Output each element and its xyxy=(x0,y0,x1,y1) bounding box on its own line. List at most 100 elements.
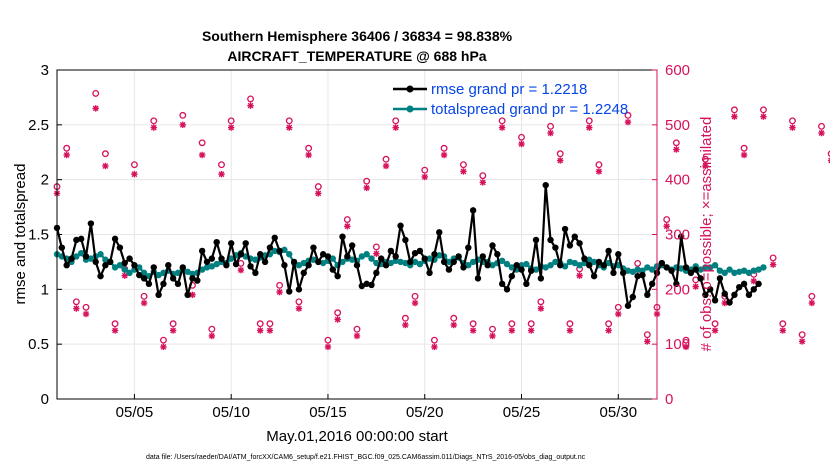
spread-point xyxy=(208,263,216,270)
rmse-point xyxy=(465,244,472,251)
rmse-point xyxy=(479,253,487,260)
spread-point xyxy=(300,259,307,267)
obs-assimilated-point xyxy=(740,151,748,159)
obs-possible-point xyxy=(227,117,235,125)
legend-rmse-label: rmse grand pr = 1.2218 xyxy=(431,81,587,98)
obs-possible-point xyxy=(701,155,709,163)
spread-point xyxy=(271,247,278,255)
rmse-point xyxy=(300,269,307,277)
obs-possible-point xyxy=(682,336,690,344)
obs-possible-point xyxy=(460,161,467,169)
obs-possible-point xyxy=(247,95,254,103)
spread-point xyxy=(213,260,220,268)
obs-possible-point xyxy=(218,161,225,169)
spread-point xyxy=(552,258,559,266)
rmse-point xyxy=(392,253,399,260)
rmse-series xyxy=(53,181,762,309)
obs-assimilated-point xyxy=(344,223,351,230)
obs-assimilated-point xyxy=(431,343,438,351)
obs-assimilated-point xyxy=(673,146,680,153)
obs-assimilated-point xyxy=(227,124,235,131)
rmse-point xyxy=(527,267,535,274)
rmse-point xyxy=(600,262,607,269)
rmse-point xyxy=(252,269,259,277)
obs-possible-point xyxy=(392,117,400,125)
obs-possible-point xyxy=(324,336,332,344)
rmse-point xyxy=(440,258,448,266)
obs-assimilated-point xyxy=(160,343,167,351)
obs-assimilated-point xyxy=(102,162,109,170)
rmse-point xyxy=(552,244,559,251)
obs-possible-point xyxy=(140,292,148,300)
rmse-point xyxy=(513,262,520,269)
rmse-point xyxy=(358,282,366,290)
obs-assimilated-point xyxy=(711,327,719,334)
obs-possible-point xyxy=(101,150,109,158)
obs-assimilated-point xyxy=(198,151,206,159)
rmse-point xyxy=(547,236,554,244)
obs-possible-point xyxy=(160,336,167,344)
obs-assimilated-point xyxy=(382,162,390,170)
rmse-point xyxy=(189,275,196,282)
rmse-point xyxy=(194,277,201,284)
rmse-point xyxy=(460,264,467,271)
obs-assimilated-point xyxy=(73,305,80,312)
rmse-point xyxy=(286,288,293,295)
spread-point xyxy=(116,262,124,269)
rmse-point xyxy=(426,269,433,277)
rmse-point xyxy=(218,255,225,262)
rmse-point xyxy=(731,291,738,299)
rmse-point xyxy=(668,267,675,274)
obs-possible-point xyxy=(208,325,216,333)
obs-possible-point xyxy=(547,122,554,130)
obs-assimilated-point xyxy=(218,170,225,178)
rmse-point xyxy=(276,247,283,255)
spread-point xyxy=(634,266,641,273)
right-tick-label: 100 xyxy=(665,336,690,353)
obs-assimilated-point xyxy=(624,118,632,126)
rmse-point xyxy=(421,255,428,262)
obs-assimilated-point xyxy=(82,310,90,318)
rmse-point xyxy=(619,269,627,277)
spread-point xyxy=(87,255,95,262)
rmse-point xyxy=(610,269,617,277)
spread-point xyxy=(319,259,327,267)
obs-assimilated-point xyxy=(576,272,583,279)
rmse-point xyxy=(169,275,177,282)
obs-assimilated-point xyxy=(808,299,816,307)
rmse-point xyxy=(590,272,598,280)
spread-point xyxy=(155,271,162,279)
obs-possible-point xyxy=(518,133,525,141)
spread-point xyxy=(295,262,303,269)
rmse-point xyxy=(257,251,264,258)
obs-possible-point xyxy=(489,325,496,333)
rmse-point xyxy=(281,262,288,269)
obs-possible-point xyxy=(527,320,535,328)
rmse-point xyxy=(208,255,216,262)
spread-point xyxy=(227,255,235,262)
rmse-point xyxy=(692,266,699,273)
obs-assimilated-point xyxy=(334,316,341,323)
x-tick-label: 05/20 xyxy=(406,404,444,421)
spread-point xyxy=(639,267,646,274)
obs-assimilated-point xyxy=(779,327,787,334)
spread-point xyxy=(648,266,656,273)
spread-series xyxy=(53,246,767,280)
spread-point xyxy=(760,264,767,271)
right-axis: 0 100 200 300 400 500 600 xyxy=(652,62,690,408)
rmse-point xyxy=(126,255,133,262)
obs-assimilated-point xyxy=(702,162,709,170)
obs-markers xyxy=(53,89,830,351)
spread-point xyxy=(503,260,511,268)
obs-assimilated-point xyxy=(363,184,370,192)
rmse-point xyxy=(702,291,709,299)
obs-assimilated-point xyxy=(450,321,457,329)
obs-assimilated-point xyxy=(460,168,467,175)
spread-point xyxy=(373,259,380,267)
obs-possible-point xyxy=(508,320,516,328)
spread-point xyxy=(363,251,370,258)
obs-possible-point xyxy=(450,314,458,322)
rmse-point xyxy=(179,264,187,271)
left-tick-label: 0.5 xyxy=(28,336,49,353)
rmse-point xyxy=(436,229,443,236)
